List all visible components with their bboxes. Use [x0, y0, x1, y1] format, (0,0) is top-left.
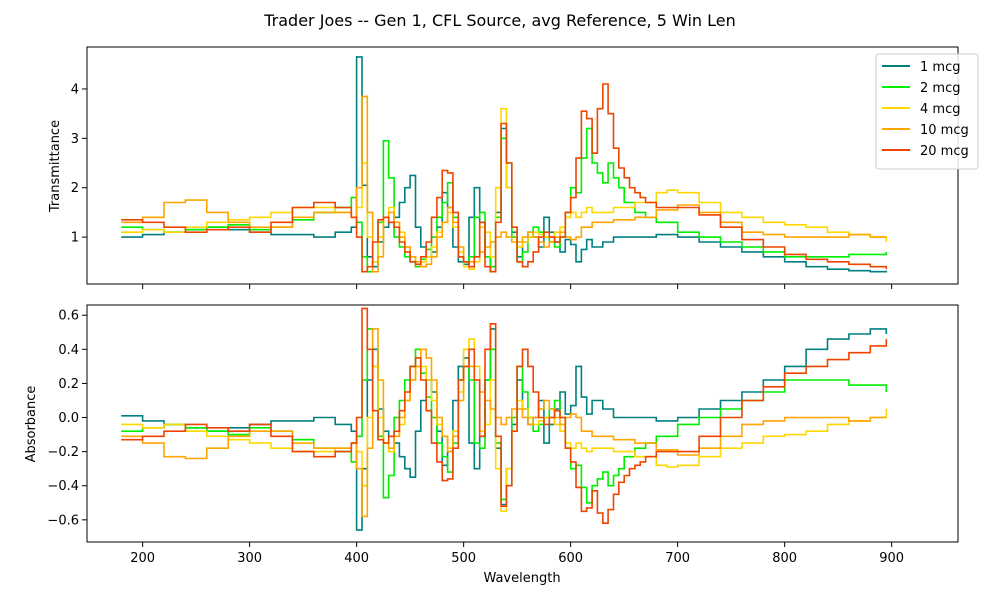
absorbance-y-tick-label: 0.4: [58, 343, 79, 358]
absorbance-y-tick-label: −0.6: [47, 513, 79, 528]
absorbance-y-tick-label: −0.2: [47, 445, 79, 460]
absorbance-y-tick-label: 0.2: [58, 377, 79, 392]
legend: 1 mcg 2 mcg 4 mcg 10 mcg 20 mcg: [875, 53, 979, 170]
x-tick-label: 400: [344, 551, 369, 566]
legend-label: 10 mcg: [920, 123, 969, 138]
transmittance-y-tick-label: 3: [71, 132, 79, 147]
absorbance-y-tick-label: −0.4: [47, 479, 79, 494]
transmittance-series-group: [121, 56, 888, 273]
absorbance-ticks: 200 300 400 500 600 700 800 900 −0.6 −0.4 −0.2 0.0 0…: [47, 309, 904, 566]
legend-label: 1 mcg: [920, 60, 960, 75]
transmittance-series-20-mcg: [121, 83, 888, 273]
absorbance-y-tick-label: 0.6: [58, 309, 79, 324]
legend-label: 20 mcg: [920, 144, 969, 159]
absorbance-subplot: 200 300 400 500 600 700 800 900 −0.6 −0.4 −0.2 0.0 0…: [24, 304, 959, 566]
figure-title: Trader Joes -- Gen 1, CFL Source, avg Re…: [263, 11, 735, 30]
x-tick-label: 800: [772, 551, 797, 566]
x-tick-label: 300: [237, 551, 262, 566]
transmittance-y-tick-label: 2: [71, 181, 79, 196]
absorbance-series-group: [121, 307, 888, 531]
legend-label: 4 mcg: [920, 102, 960, 117]
absorbance-series-20-mcg: [121, 307, 888, 524]
x-tick-label: 700: [665, 551, 690, 566]
transmittance-y-axis-label: Transmittance: [48, 120, 63, 213]
legend-box: [875, 53, 979, 170]
transmittance-series-2-mcg: [121, 127, 888, 273]
x-tick-label: 600: [558, 551, 583, 566]
transmittance-subplot: 1 2 3 4 Transmittance 1 mcg 2 mcg 4 mcg 10 mcg…: [48, 46, 979, 289]
legend-label: 2 mcg: [920, 81, 960, 96]
absorbance-y-axis-label: Absorbance: [24, 386, 39, 463]
absorbance-series-2-mcg: [121, 328, 888, 504]
x-axis-label: Wavelength: [483, 571, 560, 586]
x-tick-label: 200: [130, 551, 155, 566]
transmittance-y-tick-label: 4: [71, 82, 79, 97]
transmittance-y-tick-label: 1: [71, 231, 79, 246]
absorbance-y-tick-label: 0.0: [58, 411, 79, 426]
x-tick-label: 900: [879, 551, 904, 566]
x-tick-label: 500: [451, 551, 476, 566]
absorbance-plot-frame: [86, 304, 959, 543]
transmittance-ticks: 1 2 3 4: [71, 82, 893, 289]
